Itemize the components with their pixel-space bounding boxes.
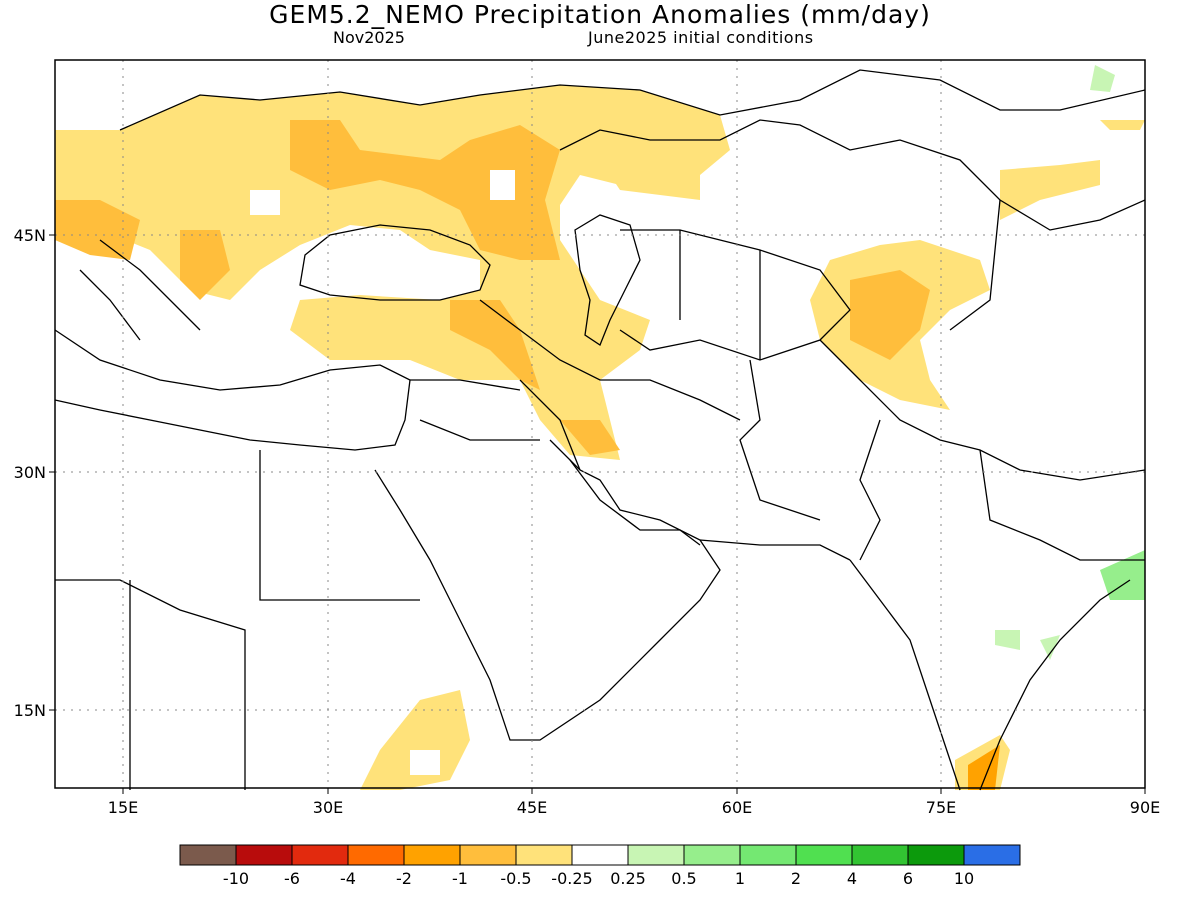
lat-label-15n: 15N bbox=[14, 701, 46, 720]
colorbar-label: 0.5 bbox=[671, 869, 696, 888]
colorbar-label: 4 bbox=[847, 869, 857, 888]
colorbar-label: -10 bbox=[223, 869, 249, 888]
colorbar-swatch bbox=[627, 844, 685, 866]
graticule bbox=[55, 60, 1145, 788]
colorbar-swatch bbox=[907, 844, 965, 866]
lon-label-45e: 45E bbox=[517, 798, 547, 817]
valid-month-label: Nov2025 bbox=[333, 28, 405, 47]
colorbar-label: -4 bbox=[340, 869, 356, 888]
colorbar-swatch bbox=[291, 844, 349, 866]
axis-ticks bbox=[49, 234, 1146, 794]
colorbar-swatch bbox=[795, 844, 853, 866]
colorbar-swatch bbox=[683, 844, 741, 866]
coastlines bbox=[54, 69, 1146, 791]
colorbar-swatch bbox=[571, 844, 629, 866]
colorbar-label: 1 bbox=[735, 869, 745, 888]
colorbar: -10 -6 -4 -2 -1 -0.5 -0.25 0.25 0.5 1 2 4 6 10 bbox=[179, 844, 1021, 888]
colorbar-label: -0.5 bbox=[500, 869, 531, 888]
init-conditions-label: June2025 initial conditions bbox=[588, 28, 814, 47]
colorbar-label: -6 bbox=[284, 869, 300, 888]
colorbar-swatch bbox=[963, 844, 1021, 866]
colorbar-label: -0.25 bbox=[551, 869, 592, 888]
map-frame bbox=[54, 59, 1146, 789]
lon-label-90e: 90E bbox=[1130, 798, 1160, 817]
colorbar-swatch bbox=[179, 844, 237, 866]
lat-label-30n: 30N bbox=[14, 463, 46, 482]
colorbar-label: 6 bbox=[903, 869, 913, 888]
colorbar-label: -2 bbox=[396, 869, 412, 888]
lon-label-15e: 15E bbox=[108, 798, 138, 817]
anomaly-shading bbox=[55, 65, 1145, 790]
lon-label-75e: 75E bbox=[926, 798, 956, 817]
colorbar-swatch bbox=[403, 844, 461, 866]
lat-label-45n: 45N bbox=[14, 226, 46, 245]
lon-label-30e: 30E bbox=[313, 798, 343, 817]
map-title: GEM5.2_NEMO Precipitation Anomalies (mm/… bbox=[269, 0, 931, 29]
colorbar-swatch bbox=[235, 844, 293, 866]
colorbar-swatch bbox=[739, 844, 797, 866]
colorbar-swatch bbox=[347, 844, 405, 866]
lon-label-60e: 60E bbox=[722, 798, 752, 817]
colorbar-label: 0.25 bbox=[610, 869, 646, 888]
colorbar-label: -1 bbox=[452, 869, 468, 888]
colorbar-swatch bbox=[851, 844, 909, 866]
colorbar-label: 2 bbox=[791, 869, 801, 888]
colorbar-swatch bbox=[515, 844, 573, 866]
colorbar-label: 10 bbox=[954, 869, 974, 888]
colorbar-swatch bbox=[459, 844, 517, 866]
